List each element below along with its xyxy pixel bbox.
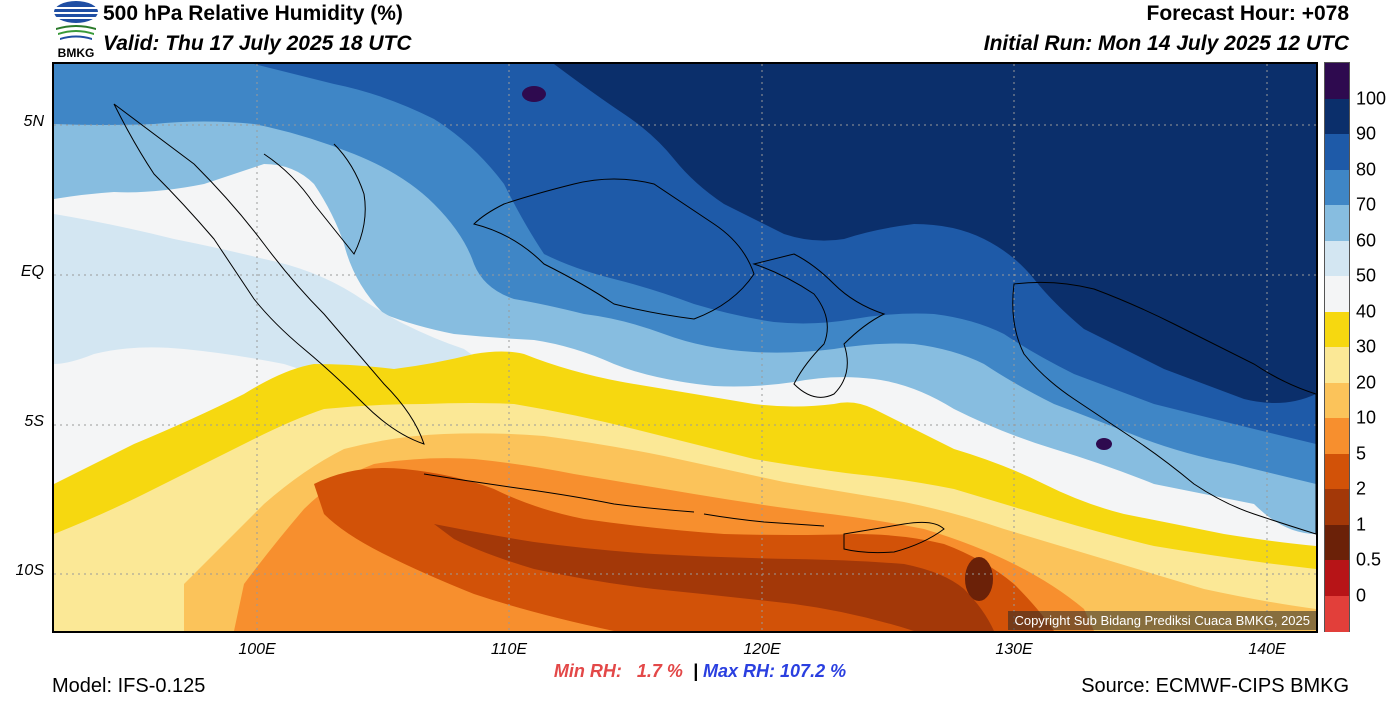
rh-100-patch: [1096, 438, 1112, 450]
humidity-map: [52, 62, 1318, 633]
min-rh-value: 1.7 %: [636, 661, 683, 681]
coast-sulawesi: [752, 253, 886, 398]
min-rh-label: Min RH:: [553, 661, 622, 681]
colorbar-level-label: 20: [1356, 372, 1377, 392]
colorbar-segment: [1325, 595, 1349, 632]
colorbar-segment: [1325, 205, 1349, 241]
source-label: Source: ECMWF-CIPS BMKG: [1081, 675, 1349, 697]
lon-label-120e: 120E: [743, 641, 781, 658]
rh-100-patch: [522, 86, 546, 102]
colorbar-segment: [1325, 382, 1349, 419]
lat-label-eq: EQ: [20, 263, 44, 280]
copyright-note: Copyright Sub Bidang Prediksi Cuaca BMKG…: [1008, 611, 1316, 630]
lon-label-130e: 130E: [995, 641, 1033, 658]
rh-1-2: [434, 524, 994, 631]
colorbar-level-label: 100: [1356, 88, 1387, 108]
lat-label-5s: 5S: [24, 413, 44, 430]
max-rh: Max RH: 107.2 %: [703, 661, 846, 681]
humidity-map-canvas: [54, 64, 1316, 631]
colorbar-segment: [1325, 560, 1349, 596]
coast-sumatra: [113, 103, 425, 445]
coastlines: [113, 103, 1316, 554]
colorbar-segment: [1325, 347, 1349, 383]
colorbar-level-label: 70: [1356, 194, 1377, 215]
colorbar-segment: [1325, 276, 1349, 312]
colorbar-segment: [1325, 169, 1349, 206]
min-rh: Min RH: 1.7 %: [554, 661, 683, 681]
stats-separator: |: [692, 661, 698, 681]
coast-borneo: [473, 178, 755, 320]
colorbar-segment: [1325, 453, 1349, 490]
valid-time: Valid: Thu 17 July 2025 18 UTC: [103, 32, 412, 55]
lon-label-100e: 100E: [238, 641, 276, 658]
colorbar-level-label: 40: [1356, 301, 1377, 321]
lat-label-10s: 10S: [15, 562, 44, 579]
initial-run: Initial Run: Mon 14 July 2025 12 UTC: [983, 32, 1349, 55]
lon-label-110e: 110E: [490, 641, 528, 658]
colorbar-level-label: 2: [1356, 478, 1367, 499]
lat-label-5n: 5N: [23, 113, 44, 130]
coast-timor: [843, 521, 945, 554]
colorbar-level-label: 0: [1356, 585, 1367, 605]
colorbar-segment: [1325, 489, 1349, 525]
coast-lesser-sunda: [703, 513, 825, 527]
colorbar-segment: [1325, 98, 1349, 135]
colorbar-segment: [1325, 524, 1349, 561]
forecast-hour: Forecast Hour: +078: [1146, 2, 1350, 25]
coast-java: [423, 473, 695, 513]
colorbar-level-label: 60: [1356, 230, 1377, 250]
colorbar-level-label: 80: [1356, 159, 1377, 179]
colorbar-segment: [1325, 240, 1349, 277]
colorbar-level-label: 5: [1356, 443, 1367, 463]
coast-malay-peninsula: [263, 143, 366, 255]
rh-stats: Min RH: 1.7 % | Max RH: 107.2 %: [0, 661, 1400, 682]
colorbar: [1324, 62, 1350, 632]
bmkg-logo: BMKG: [52, 0, 100, 60]
bmkg-logo-icon: BMKG: [54, 1, 98, 60]
chart-title: 500 hPa Relative Humidity (%): [103, 2, 403, 25]
max-rh-label: Max RH:: [703, 661, 776, 681]
colorbar-segment: [1325, 311, 1349, 348]
max-rh-value: 107.2 %: [780, 661, 847, 681]
coast-new-guinea: [1012, 281, 1316, 535]
colorbar-segment: [1325, 63, 1349, 99]
logo-text: BMKG: [58, 46, 95, 60]
colorbar-level-label: 10: [1356, 407, 1377, 428]
colorbar-segment: [1325, 134, 1349, 170]
colorbar-level-label: 30: [1356, 336, 1377, 357]
rh-05-1-patch: [965, 557, 993, 601]
colorbar-segment: [1325, 418, 1349, 454]
graticule: [54, 64, 1316, 631]
colorbar-level-label: 1: [1356, 514, 1367, 534]
model-label: Model: IFS-0.125: [52, 675, 206, 697]
rh-90-100: [554, 64, 1316, 403]
colorbar-level-label: 50: [1356, 265, 1377, 286]
rh-50-60: [54, 214, 504, 404]
lon-label-140e: 140E: [1248, 641, 1286, 658]
colorbar-level-label: 90: [1356, 123, 1377, 144]
colorbar-level-label: 0.5: [1356, 549, 1382, 570]
